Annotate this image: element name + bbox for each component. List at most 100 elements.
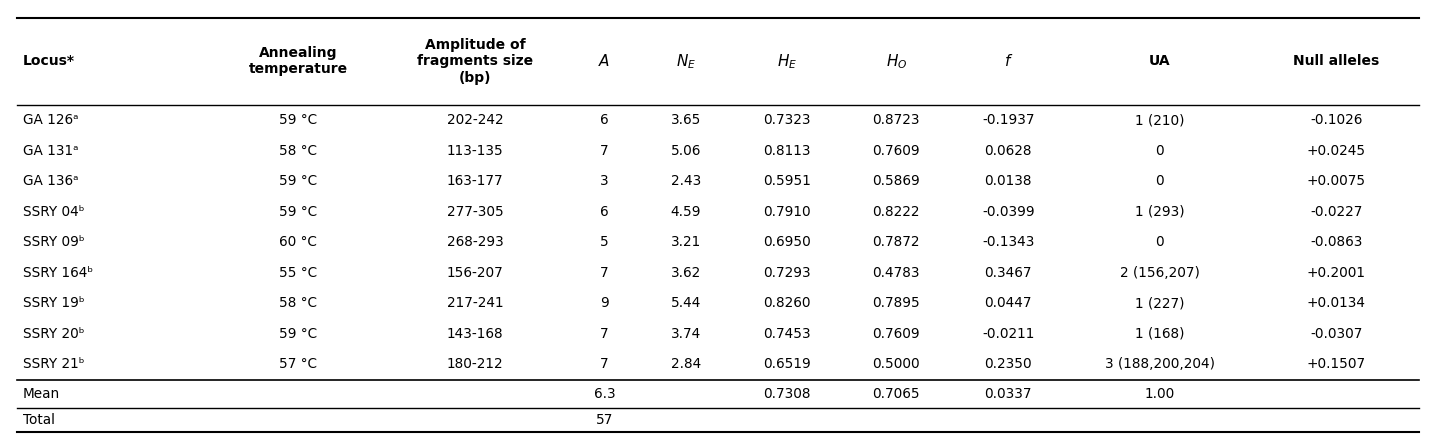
Text: +0.1507: +0.1507 bbox=[1307, 358, 1366, 371]
Text: 1 (227): 1 (227) bbox=[1134, 296, 1185, 310]
Text: 0.7293: 0.7293 bbox=[763, 266, 811, 280]
Text: 57: 57 bbox=[596, 413, 613, 427]
Text: -0.0307: -0.0307 bbox=[1310, 327, 1363, 341]
Text: 0.7895: 0.7895 bbox=[873, 296, 920, 310]
Text: 3.62: 3.62 bbox=[671, 266, 701, 280]
Text: 0.7323: 0.7323 bbox=[763, 113, 811, 127]
Text: 0.0138: 0.0138 bbox=[985, 174, 1032, 188]
Text: 3.74: 3.74 bbox=[671, 327, 701, 341]
Text: $\mathbf{\mathit{H}_{\mathit{E}}}$: $\mathbf{\mathit{H}_{\mathit{E}}}$ bbox=[777, 52, 797, 71]
Text: 0: 0 bbox=[1156, 235, 1165, 250]
Text: 277-305: 277-305 bbox=[447, 205, 503, 219]
Text: 2.43: 2.43 bbox=[671, 174, 701, 188]
Text: Locus*: Locus* bbox=[23, 54, 75, 68]
Text: 0.7609: 0.7609 bbox=[873, 327, 920, 341]
Text: 156-207: 156-207 bbox=[447, 266, 503, 280]
Text: 0.7609: 0.7609 bbox=[873, 144, 920, 158]
Text: SSRY 04ᵇ: SSRY 04ᵇ bbox=[23, 205, 85, 219]
Text: 3.65: 3.65 bbox=[671, 113, 701, 127]
Text: 202-242: 202-242 bbox=[447, 113, 503, 127]
Text: -0.0227: -0.0227 bbox=[1310, 205, 1363, 219]
Text: $\mathbf{\mathit{H}_{\mathit{O}}}$: $\mathbf{\mathit{H}_{\mathit{O}}}$ bbox=[886, 52, 908, 71]
Text: 6: 6 bbox=[600, 205, 609, 219]
Text: 3.21: 3.21 bbox=[671, 235, 701, 250]
Text: GA 126ᵃ: GA 126ᵃ bbox=[23, 113, 79, 127]
Text: 57 °C: 57 °C bbox=[279, 358, 317, 371]
Text: 0.8260: 0.8260 bbox=[763, 296, 811, 310]
Text: $\mathbf{\mathit{N}_{\mathit{E}}}$: $\mathbf{\mathit{N}_{\mathit{E}}}$ bbox=[676, 52, 696, 71]
Text: 6.3: 6.3 bbox=[593, 387, 615, 400]
Text: 0.7065: 0.7065 bbox=[873, 387, 920, 400]
Text: 0: 0 bbox=[1156, 144, 1165, 158]
Text: 0.8723: 0.8723 bbox=[873, 113, 920, 127]
Text: 0.5951: 0.5951 bbox=[763, 174, 811, 188]
Text: 0.2350: 0.2350 bbox=[985, 358, 1032, 371]
Text: +0.0075: +0.0075 bbox=[1307, 174, 1366, 188]
Text: 4.59: 4.59 bbox=[671, 205, 701, 219]
Text: -0.0399: -0.0399 bbox=[982, 205, 1034, 219]
Text: Annealing
temperature: Annealing temperature bbox=[248, 46, 348, 76]
Text: 0.6519: 0.6519 bbox=[763, 358, 811, 371]
Text: Total: Total bbox=[23, 413, 55, 427]
Text: -0.1026: -0.1026 bbox=[1310, 113, 1363, 127]
Text: 3 (188,200,204): 3 (188,200,204) bbox=[1104, 358, 1215, 371]
Text: 59 °C: 59 °C bbox=[279, 113, 317, 127]
Text: 0.7308: 0.7308 bbox=[763, 387, 811, 400]
Text: 5: 5 bbox=[600, 235, 609, 250]
Text: Null alleles: Null alleles bbox=[1294, 54, 1380, 68]
Text: 7: 7 bbox=[600, 358, 609, 371]
Text: GA 136ᵃ: GA 136ᵃ bbox=[23, 174, 79, 188]
Text: 9: 9 bbox=[600, 296, 609, 310]
Text: Amplitude of
fragments size
(bp): Amplitude of fragments size (bp) bbox=[416, 38, 533, 85]
Text: 5.44: 5.44 bbox=[671, 296, 701, 310]
Text: 0.6950: 0.6950 bbox=[763, 235, 811, 250]
Text: 0: 0 bbox=[1156, 174, 1165, 188]
Text: 113-135: 113-135 bbox=[447, 144, 503, 158]
Text: 0.5000: 0.5000 bbox=[873, 358, 920, 371]
Text: 7: 7 bbox=[600, 144, 609, 158]
Text: SSRY 21ᵇ: SSRY 21ᵇ bbox=[23, 358, 85, 371]
Text: +0.0245: +0.0245 bbox=[1307, 144, 1366, 158]
Text: 7: 7 bbox=[600, 327, 609, 341]
Text: 0.8222: 0.8222 bbox=[873, 205, 920, 219]
Text: 59 °C: 59 °C bbox=[279, 327, 317, 341]
Text: 5.06: 5.06 bbox=[671, 144, 701, 158]
Text: 55 °C: 55 °C bbox=[279, 266, 317, 280]
Text: 0.7872: 0.7872 bbox=[873, 235, 920, 250]
Text: 0.3467: 0.3467 bbox=[985, 266, 1032, 280]
Text: 7: 7 bbox=[600, 266, 609, 280]
Text: SSRY 20ᵇ: SSRY 20ᵇ bbox=[23, 327, 85, 341]
Text: +0.0134: +0.0134 bbox=[1307, 296, 1366, 310]
Text: 1 (293): 1 (293) bbox=[1134, 205, 1185, 219]
Text: 0.7910: 0.7910 bbox=[763, 205, 811, 219]
Text: 60 °C: 60 °C bbox=[279, 235, 317, 250]
Text: 0.8113: 0.8113 bbox=[763, 144, 811, 158]
Text: 1 (210): 1 (210) bbox=[1134, 113, 1185, 127]
Text: SSRY 19ᵇ: SSRY 19ᵇ bbox=[23, 296, 85, 310]
Text: 2 (156,207): 2 (156,207) bbox=[1120, 266, 1199, 280]
Text: Mean: Mean bbox=[23, 387, 60, 400]
Text: 217-241: 217-241 bbox=[447, 296, 503, 310]
Text: UA: UA bbox=[1149, 54, 1170, 68]
Text: GA 131ᵃ: GA 131ᵃ bbox=[23, 144, 79, 158]
Text: 0.0447: 0.0447 bbox=[985, 296, 1032, 310]
Text: $\mathbf{\mathit{A}}$: $\mathbf{\mathit{A}}$ bbox=[599, 53, 610, 69]
Text: 1 (168): 1 (168) bbox=[1134, 327, 1185, 341]
Text: 268-293: 268-293 bbox=[447, 235, 503, 250]
Text: 58 °C: 58 °C bbox=[279, 144, 317, 158]
Text: 3: 3 bbox=[600, 174, 609, 188]
Text: 180-212: 180-212 bbox=[447, 358, 503, 371]
Text: 59 °C: 59 °C bbox=[279, 174, 317, 188]
Text: 163-177: 163-177 bbox=[447, 174, 503, 188]
Text: -0.0863: -0.0863 bbox=[1310, 235, 1363, 250]
Text: 0.0628: 0.0628 bbox=[985, 144, 1032, 158]
Text: -0.1937: -0.1937 bbox=[982, 113, 1034, 127]
Text: 2.84: 2.84 bbox=[671, 358, 701, 371]
Text: 1.00: 1.00 bbox=[1144, 387, 1175, 400]
Text: 143-168: 143-168 bbox=[447, 327, 503, 341]
Text: 59 °C: 59 °C bbox=[279, 205, 317, 219]
Text: 58 °C: 58 °C bbox=[279, 296, 317, 310]
Text: -0.1343: -0.1343 bbox=[982, 235, 1034, 250]
Text: 0.5869: 0.5869 bbox=[873, 174, 920, 188]
Text: 6: 6 bbox=[600, 113, 609, 127]
